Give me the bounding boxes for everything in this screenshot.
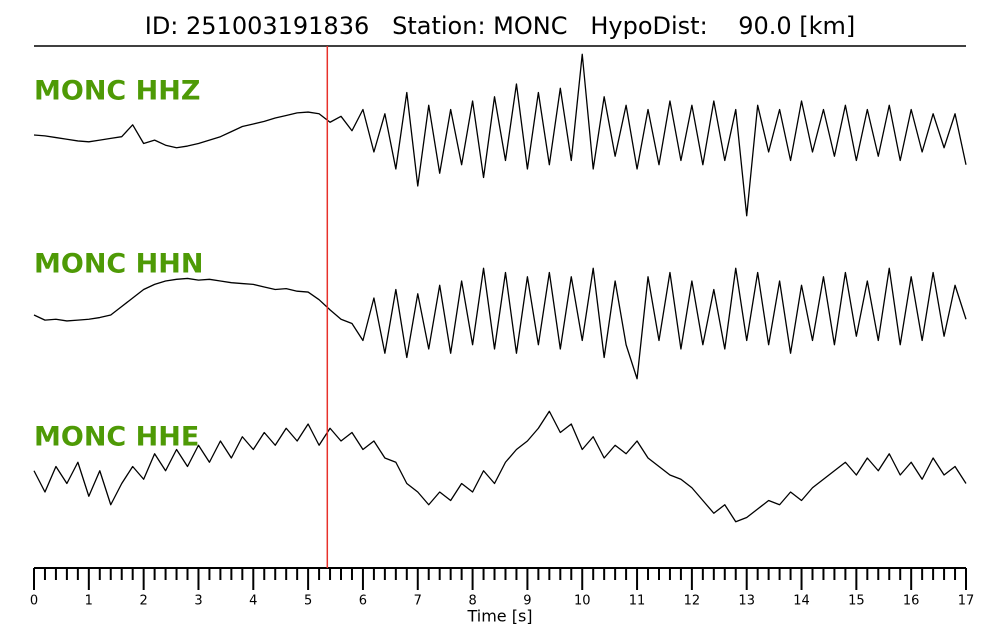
x-tick-label: 11 [629, 594, 646, 609]
x-tick-label: 6 [359, 594, 367, 609]
x-tick-label: 12 [684, 594, 701, 609]
x-tick-label: 10 [574, 594, 591, 609]
x-tick-label: 13 [738, 594, 755, 609]
x-tick-label: 9 [523, 594, 531, 609]
x-tick-label: 5 [304, 594, 312, 609]
x-tick-label: 3 [194, 594, 202, 609]
x-tick-label: 8 [468, 594, 476, 609]
x-tick-label: 7 [414, 594, 422, 609]
x-tick-label: 15 [848, 594, 865, 609]
x-tick-label: 0 [30, 594, 38, 609]
x-tick-label: 1 [85, 594, 93, 609]
trace-label: MONC HHZ [34, 76, 200, 107]
x-axis-label: Time [s] [466, 607, 532, 626]
trace [33, 410, 967, 523]
x-tick-label: 16 [903, 594, 920, 609]
trace-label: MONC HHN [34, 249, 203, 280]
trace [33, 53, 967, 217]
x-tick-label: 14 [793, 594, 810, 609]
trace-label: MONC HHE [34, 422, 199, 453]
x-tick-label: 17 [958, 594, 975, 609]
x-tick-label: 4 [249, 594, 257, 609]
trace [33, 267, 967, 380]
x-tick-label: 2 [140, 594, 148, 609]
chart-title: ID: 251003191836 Station: MONC HypoDist:… [145, 12, 856, 40]
